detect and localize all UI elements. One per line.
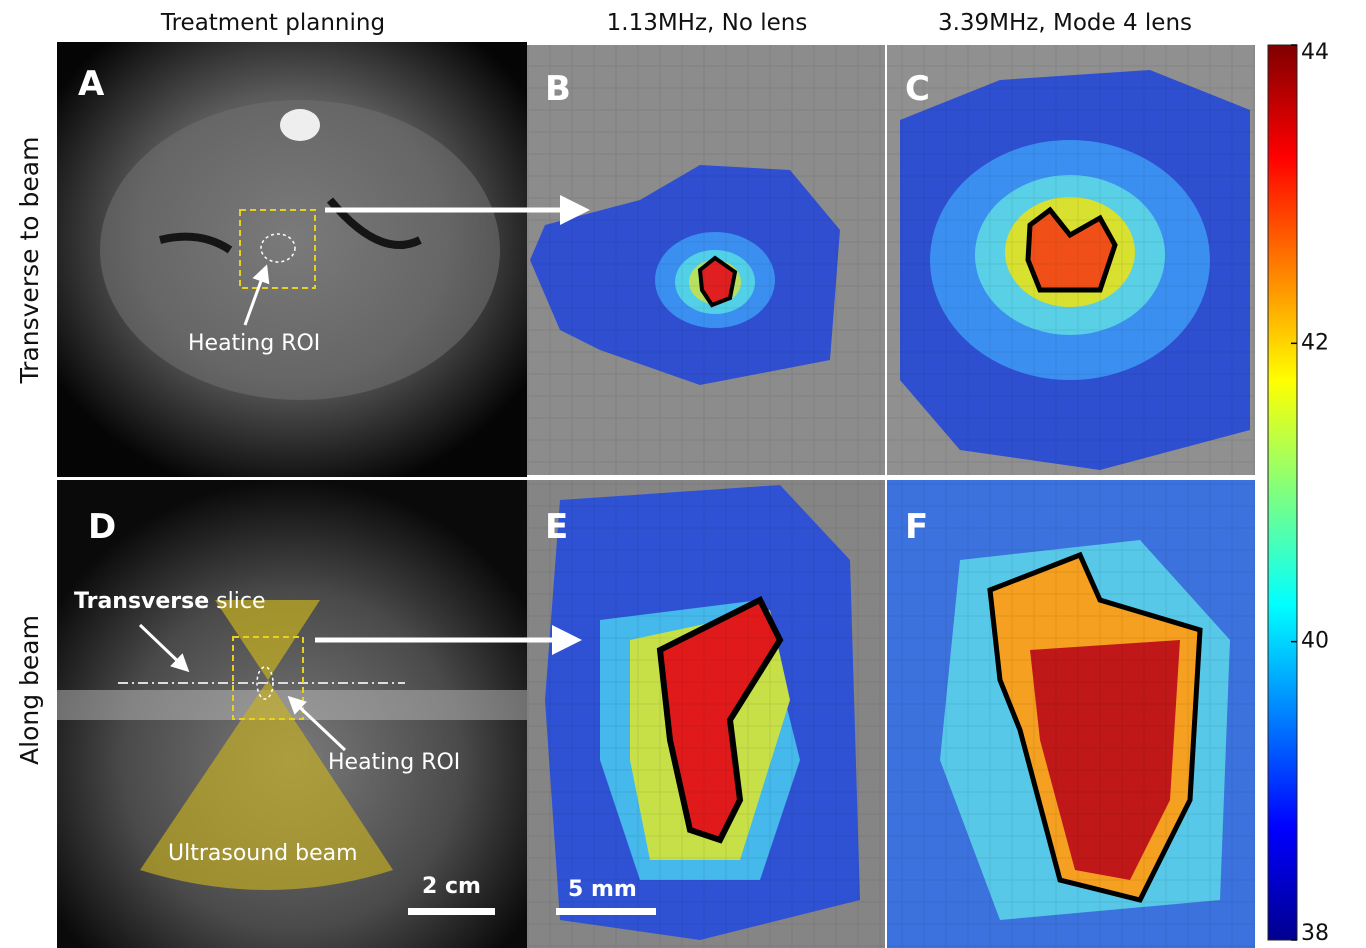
colorbar-tick-label: 44 xyxy=(1301,40,1329,65)
row-label: Transverse to beam xyxy=(15,137,44,385)
panel-e: 5 mm E xyxy=(527,480,885,948)
column-header: 3.39MHz, Mode 4 lens xyxy=(938,10,1192,36)
annotation: Heating ROI xyxy=(328,750,460,775)
page: {"columns": ["Treatment planning", "1.13… xyxy=(0,0,1366,948)
panel-b: B xyxy=(527,45,885,475)
annotation-bold: Transverse xyxy=(74,589,209,614)
annotation: slice xyxy=(216,589,265,614)
panel-d: Transverse slice Heating ROI Ultrasound … xyxy=(57,480,527,948)
panel-letter: D xyxy=(88,507,116,547)
row-label: Along beam xyxy=(15,615,44,765)
scale-label: 5 mm xyxy=(568,877,637,902)
annotation: Heating ROI xyxy=(188,331,320,356)
colorbar xyxy=(1268,45,1297,940)
panel-a: Heating ROI A xyxy=(57,42,527,477)
panel-letter: B xyxy=(545,69,571,109)
colorbar-tick-label: 38 xyxy=(1301,921,1329,946)
colorbar-tick-label: 40 xyxy=(1301,629,1329,654)
annotation: Ultrasound beam xyxy=(168,841,358,866)
panel-letter: C xyxy=(905,69,930,109)
scale-label: 2 cm xyxy=(422,874,481,899)
column-header: Treatment planning xyxy=(160,10,385,36)
panel-letter: F xyxy=(905,507,928,547)
figure: Treatment planning 1.13MHz, No lens 3.39… xyxy=(0,0,1366,948)
panel-letter: E xyxy=(545,507,568,547)
panel-c: C xyxy=(887,45,1255,475)
column-header: 1.13MHz, No lens xyxy=(607,10,808,36)
panel-letter: A xyxy=(78,64,105,104)
colorbar-tick-label: 42 xyxy=(1301,330,1329,355)
annotation: Transverse slice xyxy=(74,589,266,614)
panel-f: F xyxy=(887,480,1255,948)
